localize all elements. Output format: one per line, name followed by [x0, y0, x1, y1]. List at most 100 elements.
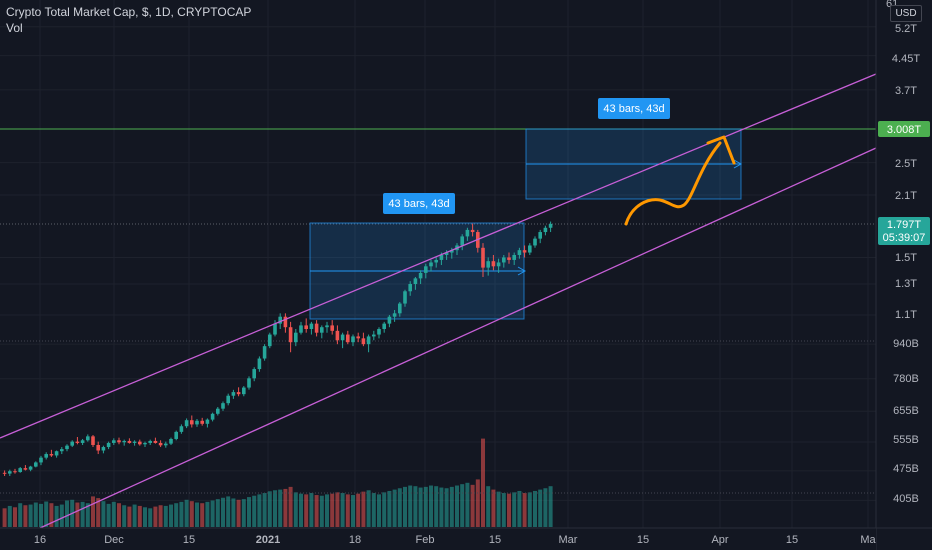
volume-bar	[18, 503, 23, 527]
candle	[8, 469, 12, 476]
candle-body	[257, 358, 262, 370]
candle-body	[517, 250, 522, 255]
volume-bar	[153, 506, 158, 527]
volume-bar	[392, 489, 397, 527]
volume-bar	[262, 493, 267, 527]
candle-body	[496, 262, 501, 267]
candle-body	[491, 261, 496, 267]
volume-bar	[314, 495, 319, 527]
candle	[382, 321, 386, 333]
projection-path	[624, 141, 722, 226]
volume-bar	[340, 493, 345, 527]
candle-body	[366, 336, 371, 345]
volume-bar	[179, 501, 184, 527]
candle	[226, 393, 230, 406]
volume-bar	[184, 499, 189, 527]
candle-body	[236, 392, 241, 395]
candle-body	[138, 441, 142, 445]
candle-body	[299, 325, 303, 333]
candle	[65, 444, 69, 452]
volume-bar	[101, 501, 106, 527]
candle	[528, 243, 532, 255]
candle-body	[80, 440, 85, 443]
candle	[299, 321, 303, 335]
candle-body	[60, 449, 64, 452]
candle-body	[439, 254, 444, 260]
candle	[522, 245, 527, 258]
candle-body	[424, 266, 428, 273]
volume-bar	[465, 482, 470, 527]
volume-bar	[533, 490, 537, 527]
price-axis-label: 405B	[893, 493, 919, 505]
price-axis-panel	[876, 0, 932, 550]
candle-body	[169, 438, 173, 444]
candle-body	[387, 316, 392, 324]
volume-bar	[397, 488, 402, 527]
time-axis-label: 15	[637, 534, 649, 546]
candle-body	[65, 445, 69, 450]
volume-bar	[288, 486, 293, 527]
volume-bar	[470, 484, 475, 527]
volume-bar	[366, 490, 371, 527]
candle-body	[314, 323, 319, 333]
candle	[366, 334, 371, 353]
currency-button[interactable]: USD	[890, 5, 922, 22]
candle	[60, 447, 64, 455]
volume-bar	[293, 492, 298, 527]
candle-body	[460, 236, 464, 246]
candle	[465, 227, 470, 241]
candle-body	[70, 441, 74, 446]
volume-label: Vol	[6, 21, 23, 35]
candle-body	[122, 440, 126, 443]
candle	[169, 437, 173, 445]
volume-bar	[382, 492, 387, 527]
candle	[346, 330, 350, 345]
candle	[470, 223, 475, 237]
volume-bar	[486, 486, 491, 527]
candle-body	[86, 436, 90, 441]
price-axis-label: 5.2T	[895, 23, 917, 35]
candle	[2, 470, 7, 476]
price-axis-label: 780B	[893, 373, 919, 385]
candle	[268, 332, 272, 349]
volume-bar	[423, 486, 428, 527]
candle	[424, 263, 428, 279]
volume-bar	[148, 508, 153, 527]
candle	[361, 332, 366, 347]
candle	[28, 465, 33, 472]
volume-bar	[361, 491, 366, 527]
volume-bar	[247, 497, 251, 527]
candle-body	[278, 316, 282, 324]
candle-body	[132, 441, 137, 443]
candle	[54, 450, 59, 458]
candle-body	[252, 369, 256, 379]
candle-body	[242, 387, 246, 395]
candle-body	[356, 336, 360, 339]
candle-body	[143, 442, 147, 445]
volume-bar	[106, 503, 111, 527]
candle	[174, 430, 178, 441]
candle-body	[413, 278, 418, 284]
last-price-tag-bg	[878, 217, 930, 245]
time-axis-label: 16	[34, 534, 46, 546]
candle-body	[2, 472, 7, 474]
channel-upper-line	[0, 73, 877, 439]
candle-body	[481, 247, 485, 268]
candle-body	[346, 334, 350, 343]
volume-bar	[215, 499, 220, 527]
candle	[236, 387, 241, 397]
candle-body	[44, 454, 48, 458]
candle-body	[507, 257, 511, 260]
price-axis-label: 2.1T	[895, 190, 917, 202]
volume-bar	[356, 493, 361, 527]
channel-lower-line	[39, 147, 877, 529]
candle-body	[361, 338, 366, 345]
volume-bar	[408, 485, 413, 527]
candle	[127, 438, 132, 444]
volume-bar	[304, 494, 309, 527]
volume-bar	[85, 503, 90, 527]
candle-body	[340, 334, 345, 341]
candle	[221, 401, 225, 411]
target-price-tag-bg	[878, 121, 930, 137]
